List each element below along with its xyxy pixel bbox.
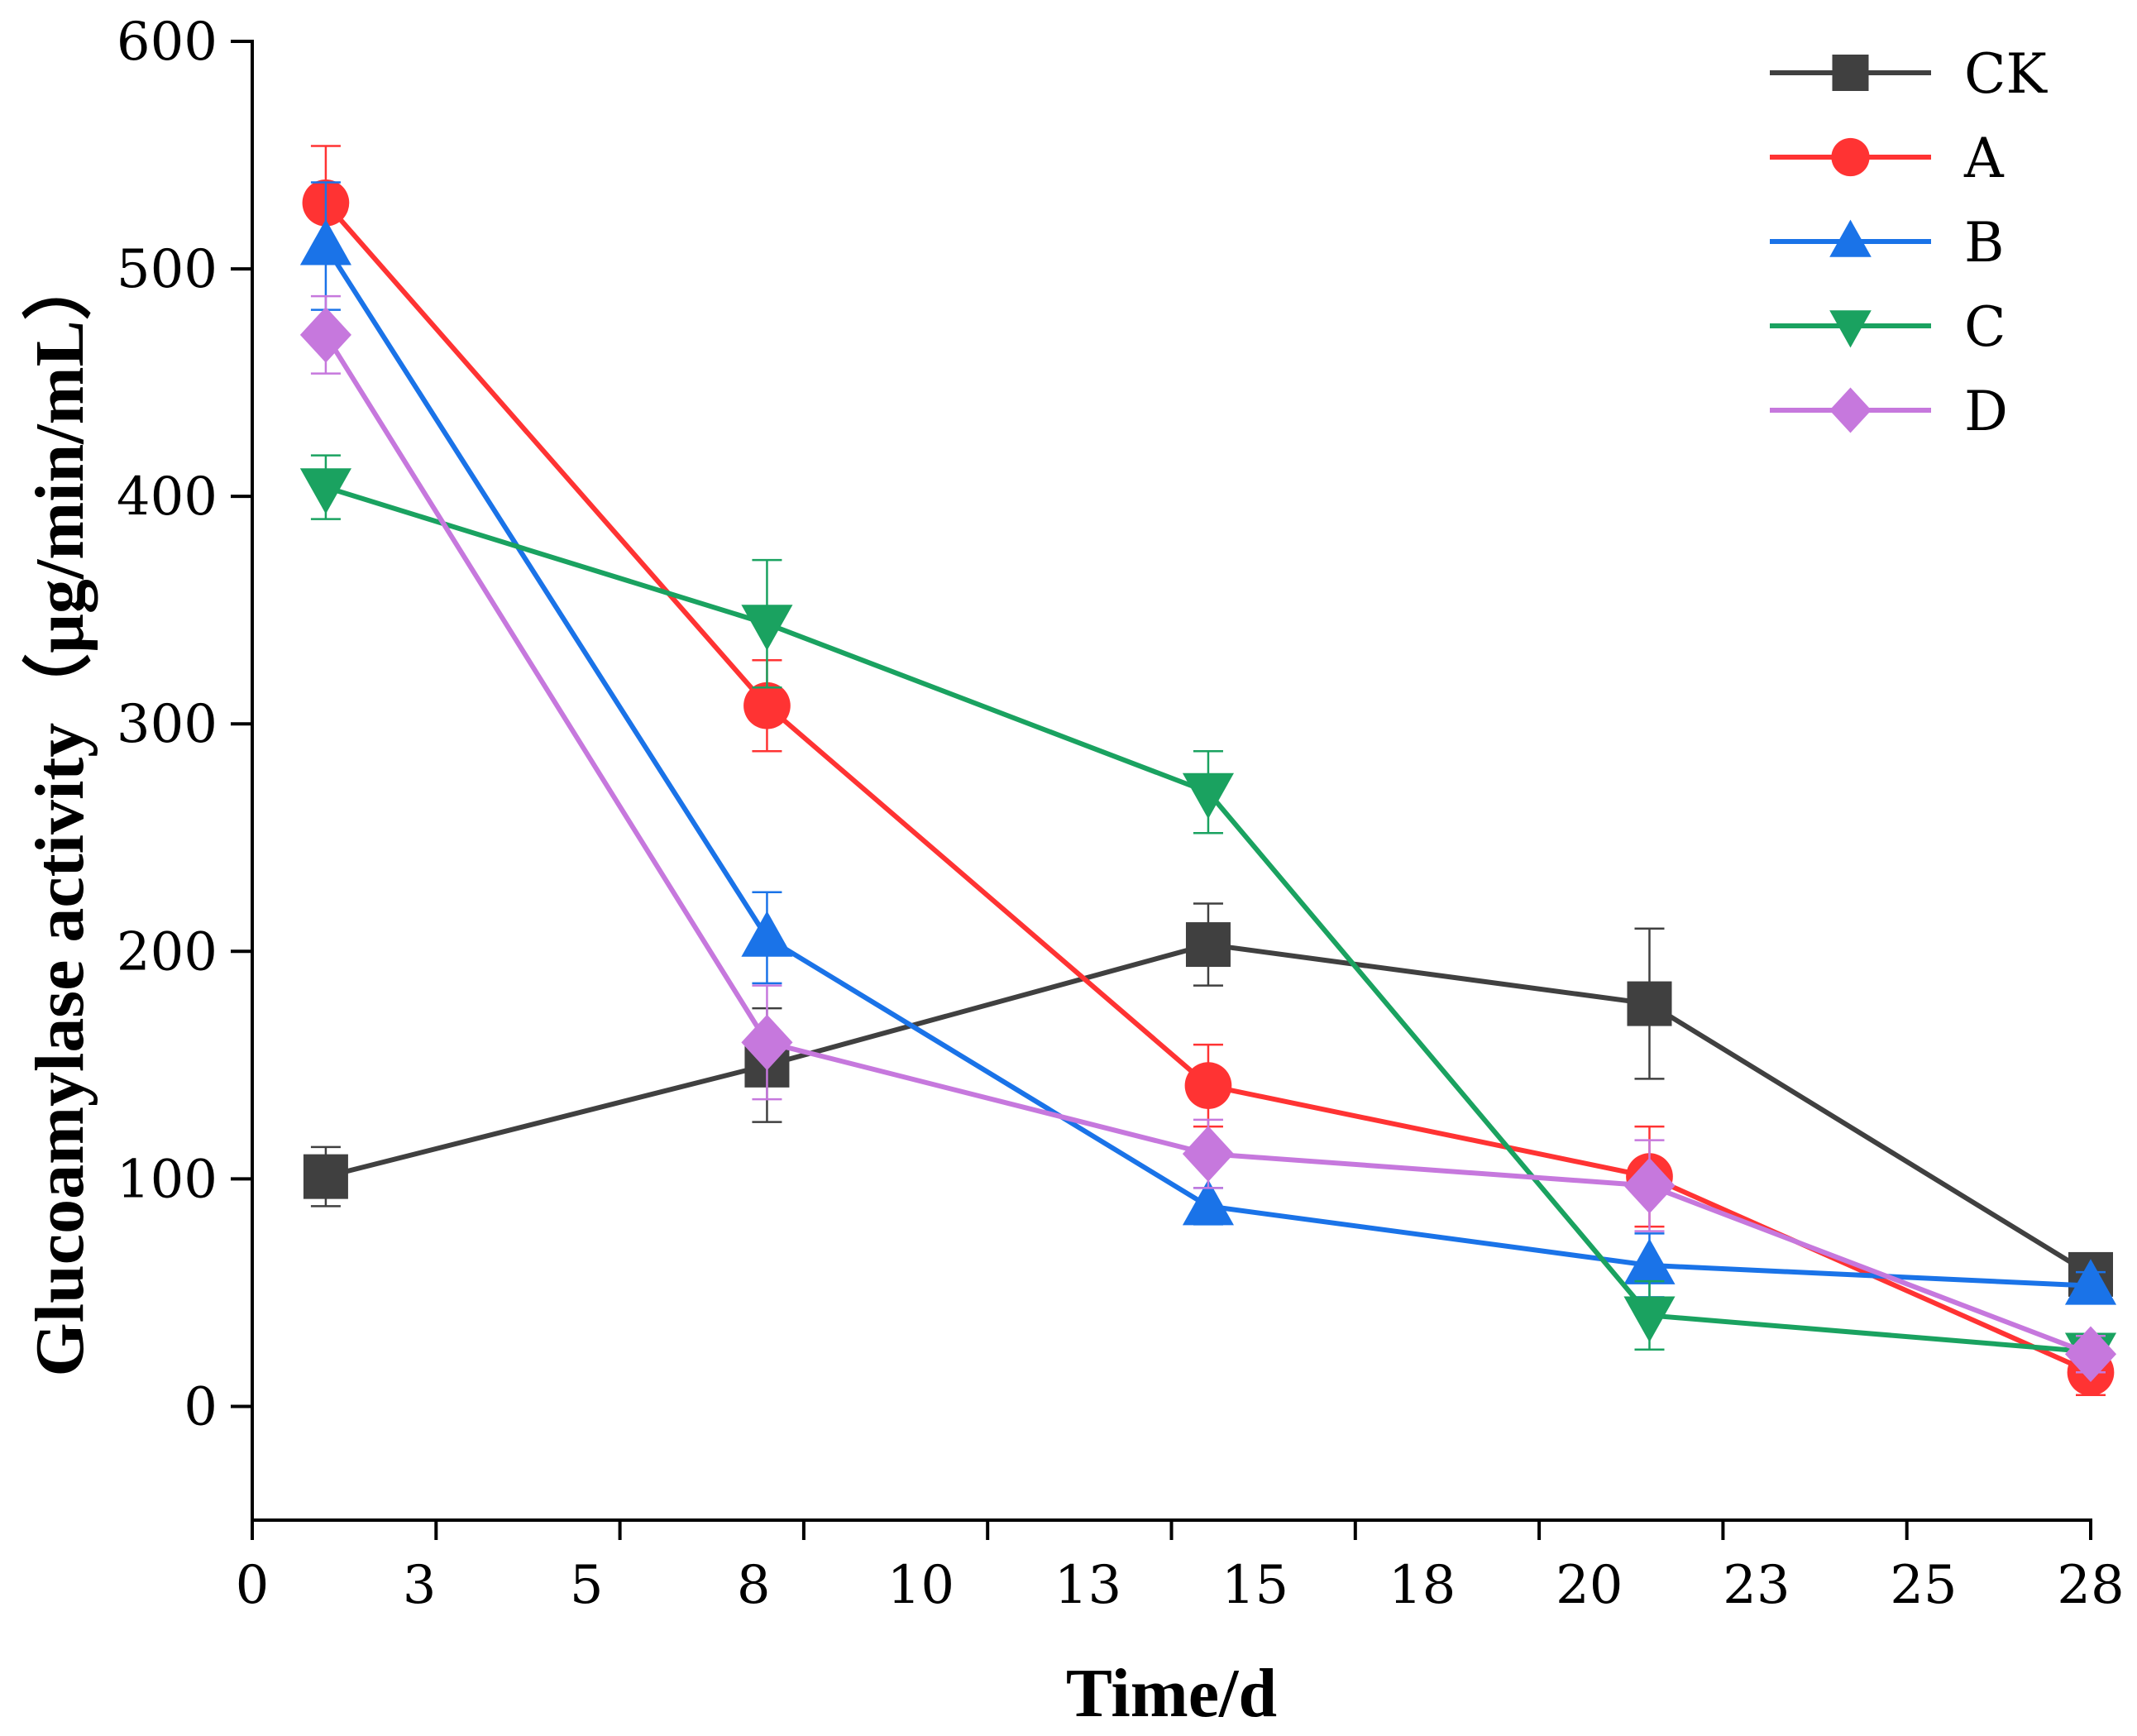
y-tick-label: 300 <box>117 694 218 755</box>
legend-item-c: C <box>1770 295 2006 359</box>
x-tick-label: 0 <box>236 1555 270 1616</box>
legend-item-a: A <box>1770 127 2005 190</box>
data-point <box>1627 981 1672 1026</box>
legend-label: CK <box>1964 42 2048 106</box>
x-tick-label: 18 <box>1389 1555 1456 1616</box>
data-point <box>299 307 351 363</box>
legend-marker <box>1829 219 1872 257</box>
x-axis-title: Time/d <box>1066 1655 1277 1732</box>
y-tick-label: 0 <box>184 1376 218 1437</box>
data-point <box>1182 772 1235 820</box>
data-point <box>1623 1157 1676 1214</box>
data-point <box>2064 1326 2117 1382</box>
y-tick-label: 400 <box>117 466 218 528</box>
data-point <box>2064 1259 2117 1305</box>
series-b <box>299 181 2117 1305</box>
data-point <box>1184 1062 1232 1109</box>
data-point <box>741 605 793 651</box>
x-tick-label: 8 <box>737 1555 771 1616</box>
legend-marker <box>1829 387 1872 433</box>
data-point <box>303 1154 348 1199</box>
legend-label: D <box>1964 380 2008 443</box>
x-tick-label: 15 <box>1221 1555 1288 1616</box>
data-point <box>1623 1238 1676 1284</box>
legend-item-b: B <box>1770 211 2005 275</box>
x-tick-label: 25 <box>1890 1555 1957 1616</box>
legend-item-d: D <box>1770 380 2008 443</box>
y-tick-label: 100 <box>117 1149 218 1210</box>
y-axis-title: Glucoamylase activity（μg/min/mL） <box>22 251 98 1376</box>
x-tick-label: 10 <box>887 1555 954 1616</box>
y-tick-label: 500 <box>117 239 218 300</box>
data-point <box>1185 922 1231 968</box>
data-point <box>743 681 791 729</box>
legend-marker <box>1832 55 1869 91</box>
data-point <box>299 219 351 265</box>
data-point <box>1623 1296 1676 1342</box>
legend-marker <box>1829 310 1872 348</box>
series-layer <box>299 145 2117 1396</box>
y-tick-label: 200 <box>117 921 218 983</box>
data-point <box>299 468 351 514</box>
legend-label: B <box>1964 211 2005 275</box>
legend-label: A <box>1963 127 2005 190</box>
data-point <box>1182 1179 1235 1226</box>
legend-marker <box>1831 137 1870 177</box>
y-tick-label: 600 <box>117 12 218 73</box>
x-tick-label: 5 <box>570 1555 604 1616</box>
x-tick-label: 13 <box>1054 1555 1121 1616</box>
legend-label: C <box>1964 295 2006 359</box>
x-tick-label: 20 <box>1556 1555 1623 1616</box>
data-point <box>741 1014 793 1071</box>
x-tick-label: 23 <box>1723 1555 1790 1616</box>
legend-item-ck: CK <box>1770 42 2048 106</box>
data-point <box>1182 1126 1235 1182</box>
data-point <box>741 911 793 957</box>
x-tick-label: 3 <box>403 1555 437 1616</box>
series-d <box>299 294 2117 1382</box>
x-tick-label: 28 <box>2057 1555 2124 1616</box>
axes: 0 100 200 300 400 500 600 0 3 5 8 10 13 15 18 20 23 25 28 <box>117 12 2125 1616</box>
